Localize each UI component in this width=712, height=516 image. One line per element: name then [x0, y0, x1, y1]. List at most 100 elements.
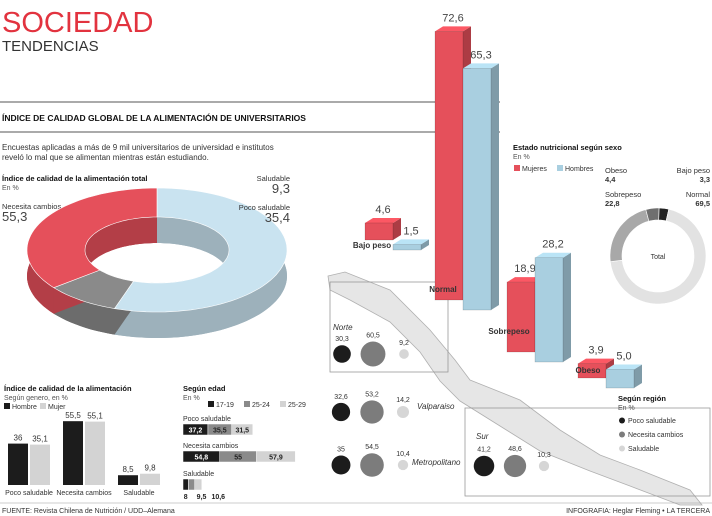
- segment-label: Bajo peso: [677, 166, 710, 175]
- bubble: [503, 454, 527, 478]
- bubble: [396, 405, 410, 419]
- bar: [63, 421, 83, 485]
- category-label: Saludable: [123, 490, 154, 497]
- value-label: 18,9: [514, 263, 535, 275]
- legend-label: 25-29: [288, 402, 306, 409]
- segment-label: Normal: [686, 190, 711, 199]
- chart-subtitle: Según genero, en %: [4, 395, 68, 402]
- value-label: 1,5: [403, 225, 418, 237]
- segment: [645, 207, 660, 222]
- category-label: Poco saludable: [183, 416, 231, 423]
- value-label: 60,5: [366, 333, 380, 340]
- value-label: 9,2: [399, 340, 409, 347]
- segment-label: Necesita cambios: [2, 202, 61, 211]
- bar: [506, 281, 536, 353]
- value-label: 41,2: [477, 447, 491, 454]
- bar: [8, 443, 28, 485]
- bar: [30, 444, 50, 485]
- region-label: Metropolitano: [412, 458, 461, 467]
- region-box: [329, 281, 449, 373]
- footer-credit: INFOGRAFIA: Heglar Fleming • LA TERCERA: [566, 508, 710, 515]
- value-label: 31,5: [235, 428, 249, 435]
- bar-side: [491, 63, 499, 311]
- bar: [534, 257, 564, 363]
- legend-swatch: [619, 417, 625, 424]
- bar: [462, 68, 492, 311]
- legend-label: Saludable: [628, 446, 659, 453]
- region-label: Valparaiso: [417, 402, 455, 411]
- segment: [26, 187, 158, 289]
- value-label: 35,4: [265, 210, 290, 225]
- category-label: Necesita cambios: [56, 490, 112, 497]
- segment-label: Poco saludable: [239, 203, 290, 212]
- intro-line: reveló lo mal que se alimentan mientras …: [2, 153, 209, 162]
- value-label: 55,5: [65, 411, 81, 420]
- category-label: Normal: [429, 285, 457, 294]
- value-label: 35,5: [213, 428, 227, 435]
- value-label: 8,5: [122, 465, 134, 474]
- value-label: 9,8: [144, 464, 156, 473]
- legend-label: Hombres: [565, 166, 594, 173]
- value-label: 30,3: [335, 336, 349, 343]
- bar-top: [507, 277, 543, 283]
- value-label: 55,1: [87, 412, 103, 421]
- value-label: 8: [184, 494, 188, 501]
- value-label: 22,8: [605, 199, 620, 208]
- value-label: 55,3: [2, 209, 27, 224]
- bar-top: [463, 63, 499, 69]
- value-label: 9,3: [272, 181, 290, 196]
- bar-top: [365, 218, 401, 223]
- category-label: Saludable: [183, 471, 214, 478]
- segment-label: Obeso: [605, 166, 627, 175]
- bar-top: [578, 358, 614, 364]
- segment-label: Saludable: [257, 174, 290, 183]
- bubble: [399, 349, 409, 359]
- value-label: 28,2: [542, 239, 563, 251]
- value-label: 36: [14, 434, 23, 443]
- value-label: 37,2: [189, 428, 203, 435]
- value-label: 35,1: [32, 435, 48, 444]
- value-label: 54,8: [195, 455, 209, 462]
- legend-label: Mujeres: [522, 166, 547, 173]
- value-label: 48,6: [508, 446, 522, 453]
- chart-subtitle: En %: [513, 154, 530, 161]
- bubble: [538, 460, 550, 472]
- page-subtitle: TENDENCIAS: [2, 38, 99, 55]
- bubble: [360, 341, 386, 367]
- bar: [364, 222, 394, 241]
- value-label: 69,5: [695, 199, 710, 208]
- category-label: Necesita cambios: [183, 443, 239, 450]
- value-label: 5,0: [616, 351, 631, 363]
- legend-swatch: [557, 165, 563, 171]
- value-label: 14,2: [396, 397, 410, 404]
- bar: [231, 423, 254, 436]
- value-label: 10,4: [396, 451, 410, 458]
- legend-swatch: [619, 445, 625, 452]
- bubble: [473, 455, 495, 477]
- bar: [85, 421, 105, 485]
- bar-side: [393, 218, 401, 240]
- category-label: Sobrepeso: [488, 327, 529, 336]
- legend-swatch: [208, 401, 214, 407]
- bar: [392, 244, 422, 251]
- bubble: [397, 459, 409, 471]
- bar-top: [535, 252, 571, 258]
- bubble: [360, 400, 384, 424]
- section-title: ÍNDICE DE CALIDAD GLOBAL DE LA ALIMENTAC…: [2, 112, 306, 123]
- footer-source: FUENTE: Revista Chilena de Nutrición / U…: [2, 508, 175, 515]
- bar: [434, 31, 464, 301]
- category-label: Poco saludable: [5, 490, 53, 497]
- region-label: Sur: [476, 432, 489, 441]
- chart-subtitle: En %: [183, 395, 200, 402]
- bubble: [331, 455, 351, 475]
- legend-label: Hombre: [12, 404, 37, 411]
- chart-subtitle: En %: [2, 185, 19, 192]
- segment: [609, 209, 650, 263]
- value-label: 3,9: [588, 345, 603, 357]
- map-shape: [327, 271, 703, 506]
- legend-swatch: [280, 401, 286, 407]
- chart-title: Estado nutricional según sexo: [513, 143, 622, 152]
- legend-swatch: [40, 403, 46, 409]
- value-label: 35: [337, 447, 345, 454]
